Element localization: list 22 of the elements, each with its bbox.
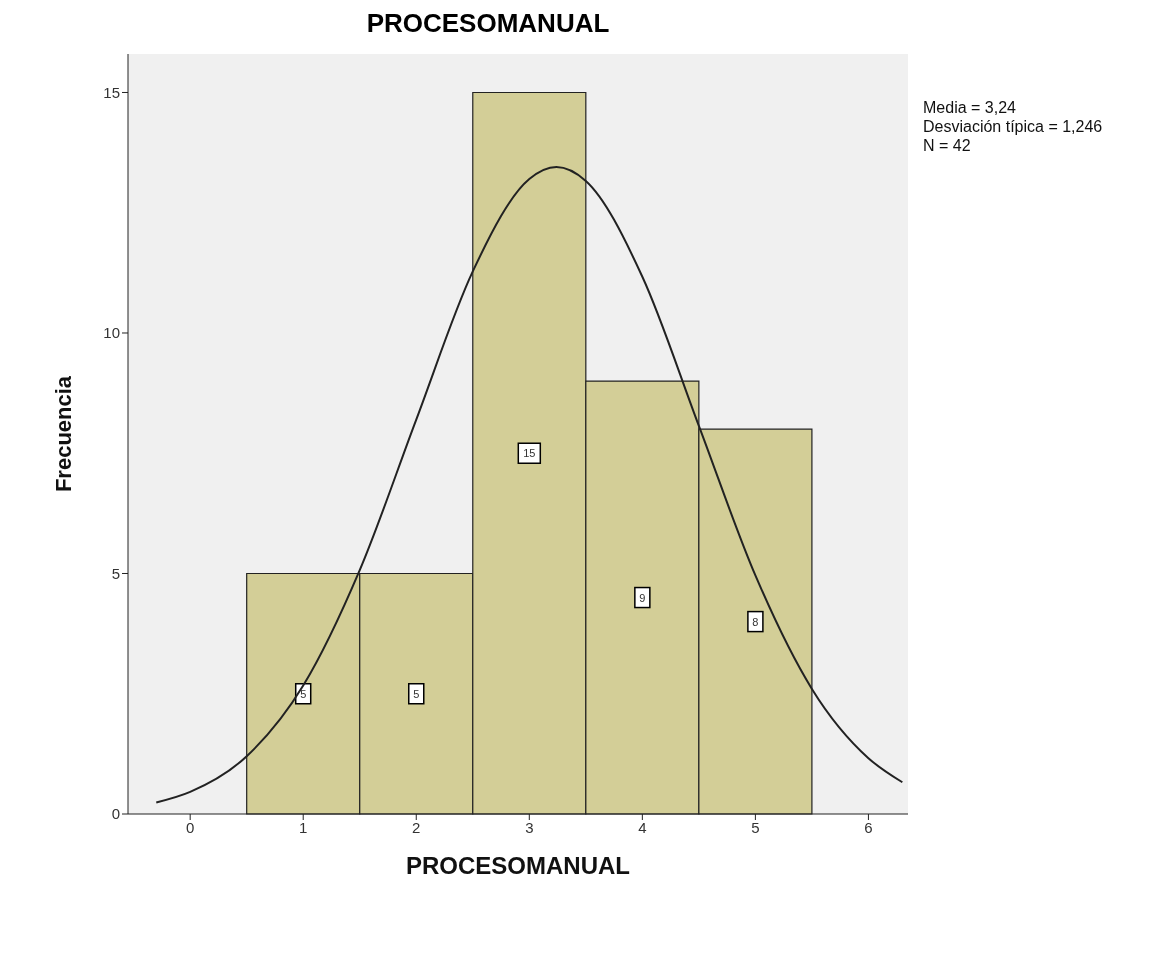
data-label: 9 (639, 591, 646, 604)
x-tick-label: 2 (412, 818, 421, 836)
data-label: 5 (300, 687, 307, 700)
chart-title: PROCESOMANUAL (365, 8, 611, 40)
x-tick-label: 4 (638, 818, 647, 836)
y-tick-label: 0 (111, 805, 120, 823)
text: Media = 3,24 (923, 98, 1017, 117)
text: N = 42 (923, 136, 972, 155)
x-tick-label: 0 (186, 818, 195, 836)
text: Desviación típica = 1,246 (923, 117, 1103, 136)
y-tick-label: 5 (111, 564, 120, 582)
x-tick-label: 1 (299, 818, 308, 836)
data-label: 8 (752, 615, 759, 628)
x-axis-title: PROCESOMANUAL (405, 852, 631, 879)
data-label: 5 (413, 687, 420, 700)
y-tick-label: 10 (103, 324, 120, 342)
y-tick-label: 15 (103, 83, 120, 101)
x-tick-label: 6 (864, 818, 873, 836)
data-label: 15 (523, 447, 536, 460)
x-tick-label: 3 (525, 818, 534, 836)
y-axis-title: Frecuencia (50, 375, 76, 493)
x-tick-label: 5 (751, 818, 760, 836)
